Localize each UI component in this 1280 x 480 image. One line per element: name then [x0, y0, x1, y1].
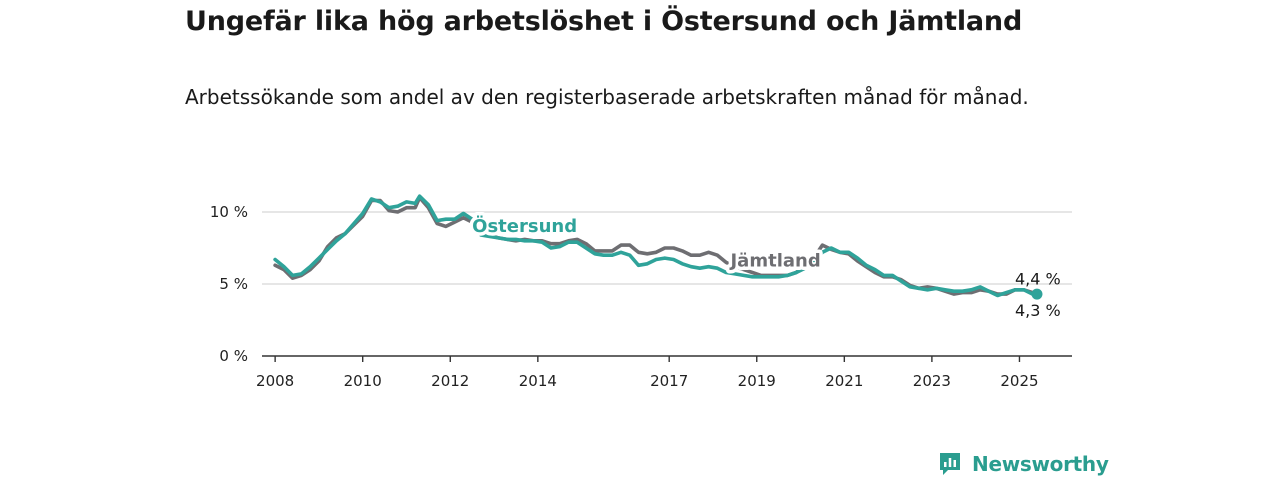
brand-name: Newsworthy: [972, 452, 1109, 476]
x-tick-label: 2010: [344, 372, 382, 390]
x-tick-label: 2025: [1000, 372, 1038, 390]
x-tick-label: 2008: [256, 372, 294, 390]
x-tick-label: 2012: [431, 372, 469, 390]
series-end-marker-ostersund: [1031, 288, 1043, 300]
chart-title: Ungefär lika hög arbetslöshet i Östersun…: [185, 6, 1023, 37]
newsworthy-logo-icon: [940, 453, 960, 475]
y-tick-label: 0 %: [219, 347, 248, 365]
series-end-label-ostersund: 4,3 %: [1015, 301, 1061, 320]
y-tick-label: 5 %: [219, 275, 248, 293]
newsworthy-logo[interactable]: Newsworthy: [938, 448, 1109, 480]
series-lines: [273, 194, 1039, 298]
x-tick-label: 2017: [650, 372, 688, 390]
x-tick-label: 2021: [825, 372, 863, 390]
series-line-ostersund: [273, 194, 1039, 298]
axes: 0 % 5 % 10 % 2008 2010 2012 2014 2017 2019 2021 20…: [210, 203, 1072, 390]
x-tick-label: 2014: [519, 372, 557, 390]
series-end-label-jamtland: 4,4 %: [1015, 270, 1061, 289]
series-label-jamtland: Jämtland: [728, 251, 820, 272]
y-tick-label: 10 %: [210, 203, 248, 221]
chart-subtitle: Arbetssökande som andel av den registerb…: [185, 85, 1029, 109]
annotations: 4,4 % 4,3 % Östersund Jämtland: [469, 212, 1061, 320]
x-tick-label: 2019: [738, 372, 776, 390]
series-label-ostersund: Östersund: [472, 215, 577, 237]
x-tick-label: 2023: [913, 372, 951, 390]
